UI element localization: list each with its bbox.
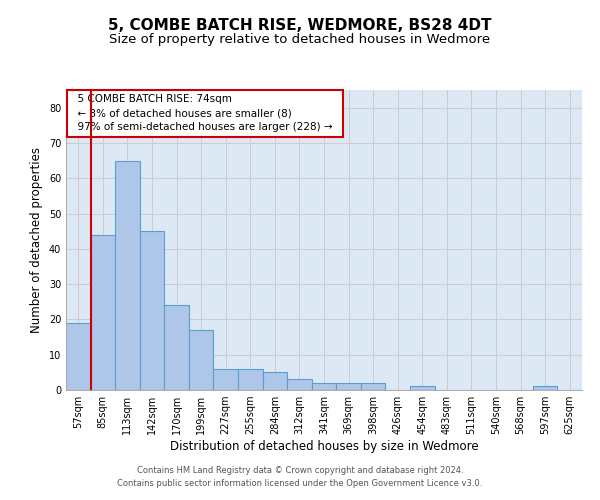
Bar xyxy=(312,383,336,390)
Text: Size of property relative to detached houses in Wedmore: Size of property relative to detached ho… xyxy=(109,32,491,46)
Bar xyxy=(287,380,312,390)
Text: 5, COMBE BATCH RISE, WEDMORE, BS28 4DT: 5, COMBE BATCH RISE, WEDMORE, BS28 4DT xyxy=(108,18,492,32)
Text: Contains HM Land Registry data © Crown copyright and database right 2024.
Contai: Contains HM Land Registry data © Crown c… xyxy=(118,466,482,487)
Bar xyxy=(238,369,263,390)
Bar xyxy=(91,234,115,390)
Bar xyxy=(164,306,189,390)
Bar xyxy=(263,372,287,390)
Bar xyxy=(115,160,140,390)
Bar xyxy=(533,386,557,390)
Bar xyxy=(410,386,434,390)
Bar xyxy=(189,330,214,390)
Text: 5 COMBE BATCH RISE: 74sqm
  ← 3% of detached houses are smaller (8)
  97% of sem: 5 COMBE BATCH RISE: 74sqm ← 3% of detach… xyxy=(71,94,339,132)
Bar xyxy=(214,369,238,390)
Bar xyxy=(66,323,91,390)
X-axis label: Distribution of detached houses by size in Wedmore: Distribution of detached houses by size … xyxy=(170,440,478,453)
Bar xyxy=(336,383,361,390)
Bar xyxy=(140,231,164,390)
Bar xyxy=(361,383,385,390)
Y-axis label: Number of detached properties: Number of detached properties xyxy=(30,147,43,333)
